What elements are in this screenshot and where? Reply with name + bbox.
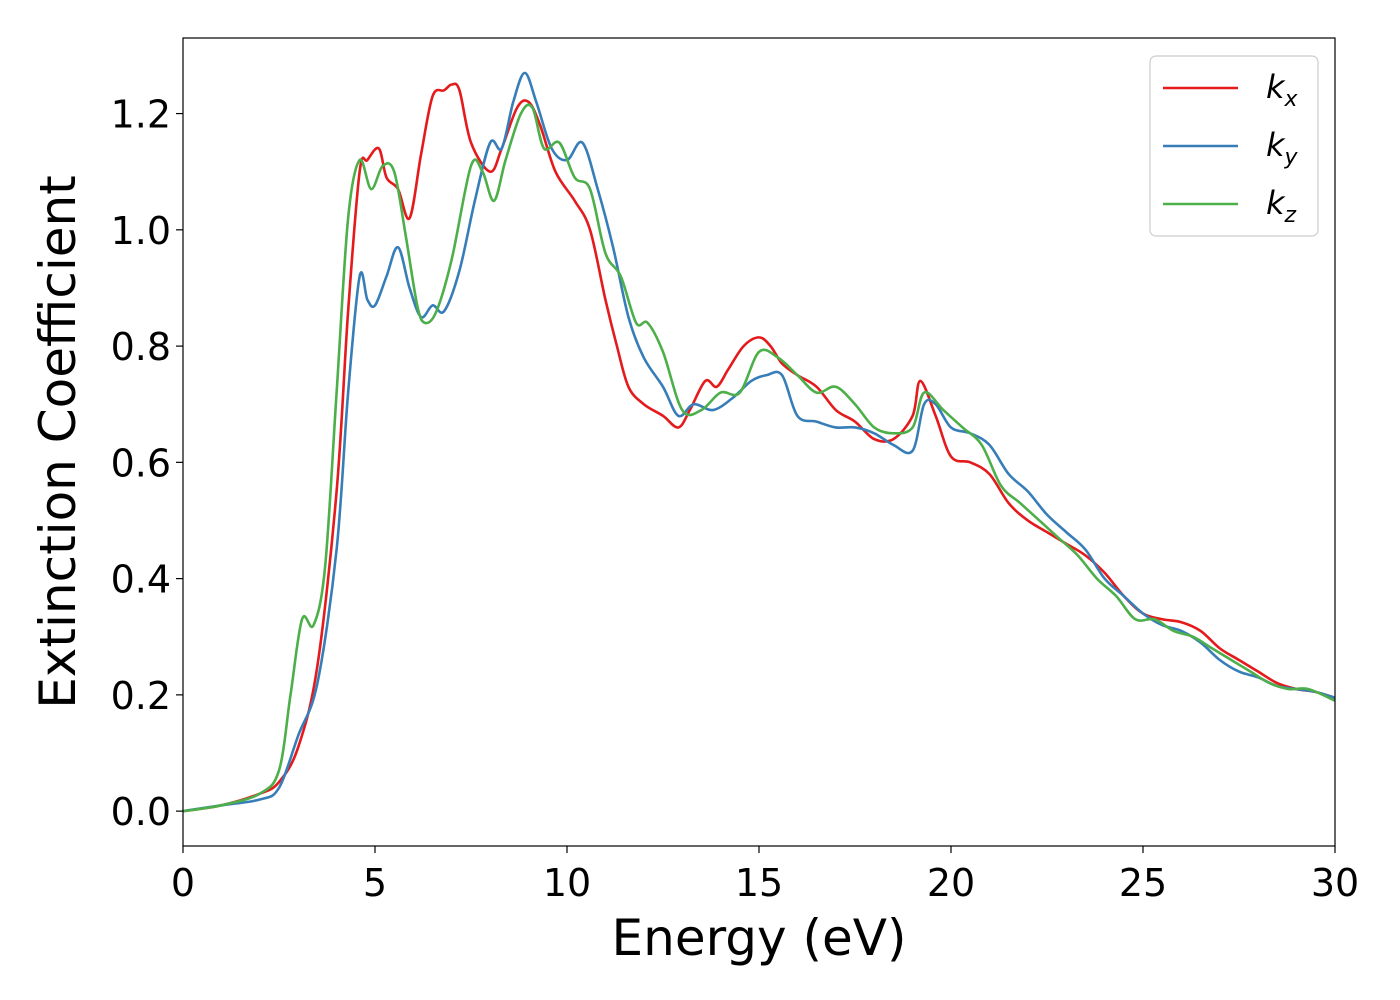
y-tick-label: 1.2 [111,93,171,137]
x-tick-label: 20 [927,861,975,905]
legend-label-y: ky [1266,126,1299,170]
series-line-x [183,82,1335,813]
y-tick-label: 0.4 [111,558,171,602]
y-axis-label: Extinction Coefficient [29,175,87,709]
legend-label-z: kz [1266,184,1297,228]
x-tick-label: 15 [735,861,783,905]
y-axis-ticks: 0.0 0.2 0.4 0.6 0.8 1.0 1.2 [111,93,183,834]
x-tick-label: 0 [171,861,195,905]
x-axis-ticks: 0 5 10 15 20 25 30 [171,846,1359,905]
legend-label-x: kx [1266,68,1299,112]
x-tick-label: 25 [1119,861,1167,905]
y-tick-label: 0.0 [111,790,171,834]
y-tick-label: 0.8 [111,325,171,369]
y-tick-label: 1.0 [111,209,171,253]
x-axis-label: Energy (eV) [612,909,907,967]
series-layer [183,71,1335,813]
x-tick-label: 10 [543,861,591,905]
legend: kx ky kz [1149,55,1319,237]
y-tick-label: 0.6 [111,441,171,485]
y-tick-label: 0.2 [111,674,171,718]
x-tick-label: 30 [1311,861,1359,905]
x-tick-label: 5 [363,861,387,905]
series-line-y [183,71,1335,813]
series-line-z [183,103,1335,813]
